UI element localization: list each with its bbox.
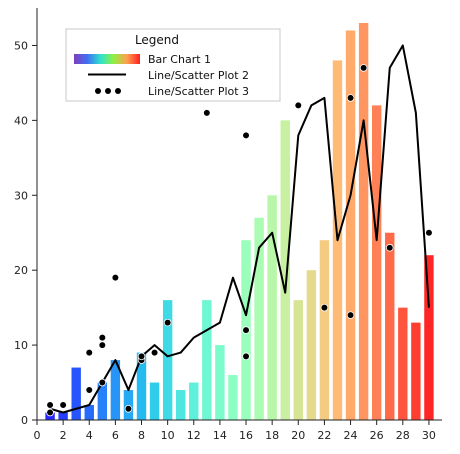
bar <box>385 232 395 420</box>
bar <box>189 382 199 420</box>
scatter-point <box>98 378 107 387</box>
y-tick-label: 40 <box>14 114 28 127</box>
legend-entry-line: Line/Scatter Plot 2 <box>148 69 249 82</box>
bar <box>254 217 264 420</box>
legend-title: Legend <box>135 33 179 47</box>
bar <box>371 105 382 420</box>
x-tick-label: 4 <box>86 429 93 442</box>
legend-box <box>65 28 281 102</box>
x-tick-label: 18 <box>265 429 279 442</box>
bar <box>110 360 121 420</box>
bar <box>149 382 160 420</box>
legend-swatch-dot <box>115 88 121 94</box>
x-tick-label: 22 <box>317 429 331 442</box>
line-series <box>49 44 430 414</box>
bar <box>215 345 225 420</box>
scatter-point <box>111 273 120 282</box>
x-tick-label: 6 <box>112 429 119 442</box>
scatter-point <box>46 401 54 409</box>
bar <box>58 412 68 420</box>
scatter-point <box>346 94 355 102</box>
bar <box>358 22 369 421</box>
y-tick-label: 20 <box>14 264 28 277</box>
legend-entry-bar: Bar Chart 1 <box>148 53 211 66</box>
x-tick-label: 24 <box>344 429 358 442</box>
scatter-point <box>242 352 250 361</box>
y-tick-label: 10 <box>14 339 28 352</box>
scatter-point <box>124 404 133 413</box>
x-tick-label: 10 <box>161 429 175 442</box>
bar <box>71 367 81 420</box>
scatter-point <box>242 131 250 140</box>
legend-entry-scatter: Line/Scatter Plot 3 <box>148 85 249 98</box>
scatter-point <box>150 348 159 357</box>
legend-swatch-dot <box>95 88 101 94</box>
x-tick-label: 16 <box>239 429 253 442</box>
bar <box>280 120 290 420</box>
x-tick-label: 12 <box>187 429 201 442</box>
bar <box>84 405 94 420</box>
scatter-point <box>425 228 433 237</box>
scatter-point <box>85 348 94 357</box>
bar <box>319 240 330 420</box>
bar <box>176 390 186 420</box>
x-tick-label: 0 <box>34 429 41 442</box>
scatter-point <box>385 243 394 252</box>
bar <box>136 352 147 420</box>
legend-swatch-dot <box>105 88 111 94</box>
bar <box>97 382 108 420</box>
scatter-point <box>294 101 303 110</box>
y-tick-label: 30 <box>14 189 28 202</box>
scatter-point <box>85 386 94 394</box>
bar <box>306 270 317 420</box>
bar <box>424 255 434 420</box>
bar <box>293 300 303 420</box>
scatter-point <box>203 109 211 117</box>
scatter-point <box>242 326 250 334</box>
x-tick-label: 14 <box>213 429 227 442</box>
scatter-point <box>359 64 368 72</box>
scatter-point <box>346 311 355 319</box>
x-tick-label: 8 <box>138 429 145 442</box>
scatter-point <box>98 333 107 342</box>
bar <box>228 375 238 420</box>
scatter-point <box>59 401 67 409</box>
y-tick-label: 50 <box>14 39 28 52</box>
legend-swatch-bar <box>74 54 140 64</box>
series-line <box>49 44 430 414</box>
scatter-point <box>98 341 107 349</box>
bar <box>202 300 212 420</box>
bar <box>411 322 421 420</box>
y-tick-label: 0 <box>21 414 28 427</box>
x-tick-label: 28 <box>396 429 410 442</box>
x-tick-label: 20 <box>291 429 305 442</box>
x-tick-label: 2 <box>60 429 67 442</box>
scatter-series <box>46 64 433 417</box>
x-tick-label: 26 <box>370 429 384 442</box>
scatter-point <box>320 303 329 312</box>
bar <box>345 30 356 421</box>
bar <box>267 195 277 420</box>
scatter-point <box>137 352 146 361</box>
legend: Legend Bar Chart 1 Line/Scatter Plot 2 L… <box>65 28 281 102</box>
bar <box>162 300 173 420</box>
scatter-point <box>46 408 54 417</box>
scatter-point <box>163 318 172 327</box>
x-tick-label: 30 <box>422 429 436 442</box>
bar <box>398 307 408 420</box>
